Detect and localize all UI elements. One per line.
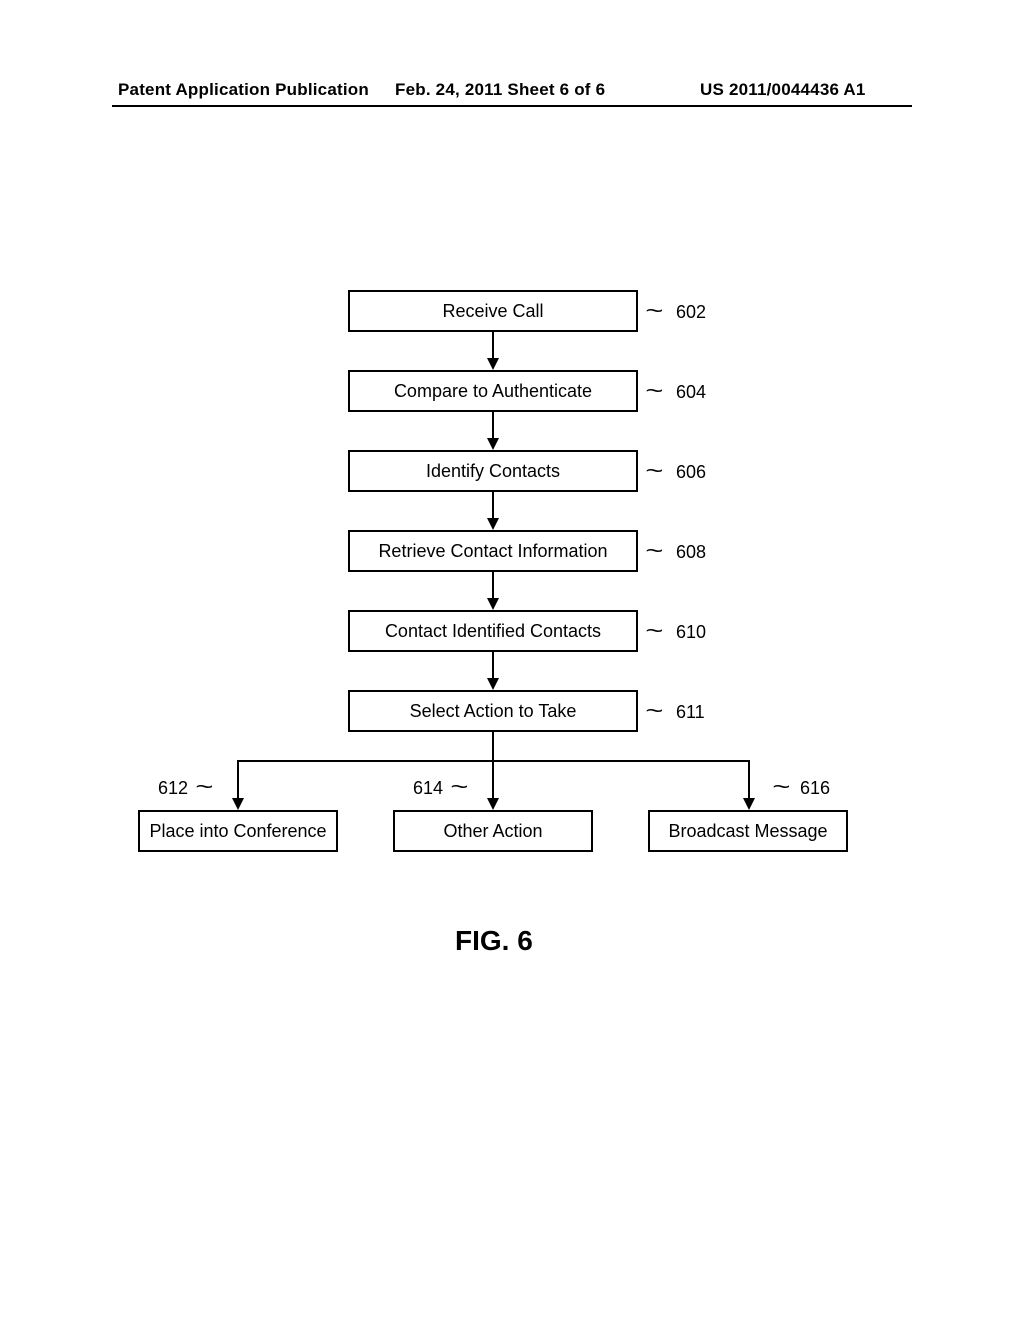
step-box: Compare to Authenticate xyxy=(348,370,638,412)
reference-number: 611 xyxy=(676,702,705,723)
figure-label: FIG. 6 xyxy=(455,925,533,957)
branch-stem xyxy=(492,732,494,760)
reference-number: 604 xyxy=(676,382,706,403)
arrowhead-icon xyxy=(487,678,499,690)
arrowhead-icon xyxy=(487,798,499,810)
callout-squiggle-icon: ~ xyxy=(645,460,663,482)
step-box: Retrieve Contact Information xyxy=(348,530,638,572)
callout-squiggle-icon: ~ xyxy=(772,776,790,798)
header-right: US 2011/0044436 A1 xyxy=(700,80,866,100)
branch-drop-left xyxy=(237,760,239,800)
branch-horizontal xyxy=(238,760,750,762)
action-label: Broadcast Message xyxy=(668,821,827,842)
callout-squiggle-icon: ~ xyxy=(195,776,213,798)
step-box: Identify Contacts xyxy=(348,450,638,492)
reference-number: 610 xyxy=(676,622,706,643)
action-label: Place into Conference xyxy=(149,821,326,842)
action-box: Broadcast Message xyxy=(648,810,848,852)
callout-squiggle-icon: ~ xyxy=(645,380,663,402)
callout-squiggle-icon: ~ xyxy=(645,700,663,722)
step-box: Select Action to Take xyxy=(348,690,638,732)
step-label: Compare to Authenticate xyxy=(394,381,592,402)
arrowhead-icon xyxy=(487,518,499,530)
header-center: Feb. 24, 2011 Sheet 6 of 6 xyxy=(395,80,605,100)
reference-number: 602 xyxy=(676,302,706,323)
step-label: Select Action to Take xyxy=(410,701,577,722)
callout-squiggle-icon: ~ xyxy=(645,300,663,322)
step-label: Contact Identified Contacts xyxy=(385,621,601,642)
action-box: Place into Conference xyxy=(138,810,338,852)
arrowhead-icon xyxy=(487,358,499,370)
step-label: Receive Call xyxy=(442,301,543,322)
header-left: Patent Application Publication xyxy=(118,80,369,100)
arrow-shaft xyxy=(492,652,494,680)
reference-number: 616 xyxy=(800,778,830,799)
callout-squiggle-icon: ~ xyxy=(645,620,663,642)
reference-number: 614 xyxy=(413,778,443,799)
arrow-shaft xyxy=(492,492,494,520)
arrowhead-icon xyxy=(743,798,755,810)
arrowhead-icon xyxy=(487,438,499,450)
reference-number: 608 xyxy=(676,542,706,563)
arrowhead-icon xyxy=(232,798,244,810)
header-rule xyxy=(112,105,912,107)
step-label: Identify Contacts xyxy=(426,461,560,482)
step-box: Contact Identified Contacts xyxy=(348,610,638,652)
arrow-shaft xyxy=(492,412,494,440)
arrowhead-icon xyxy=(487,598,499,610)
callout-squiggle-icon: ~ xyxy=(450,776,468,798)
page: Patent Application Publication Feb. 24, … xyxy=(0,0,1024,1320)
reference-number: 606 xyxy=(676,462,706,483)
action-label: Other Action xyxy=(443,821,542,842)
branch-drop-right xyxy=(748,760,750,800)
branch-drop-mid xyxy=(492,760,494,800)
step-box: Receive Call xyxy=(348,290,638,332)
action-box: Other Action xyxy=(393,810,593,852)
step-label: Retrieve Contact Information xyxy=(378,541,607,562)
reference-number: 612 xyxy=(158,778,188,799)
arrow-shaft xyxy=(492,332,494,360)
callout-squiggle-icon: ~ xyxy=(645,540,663,562)
arrow-shaft xyxy=(492,572,494,600)
